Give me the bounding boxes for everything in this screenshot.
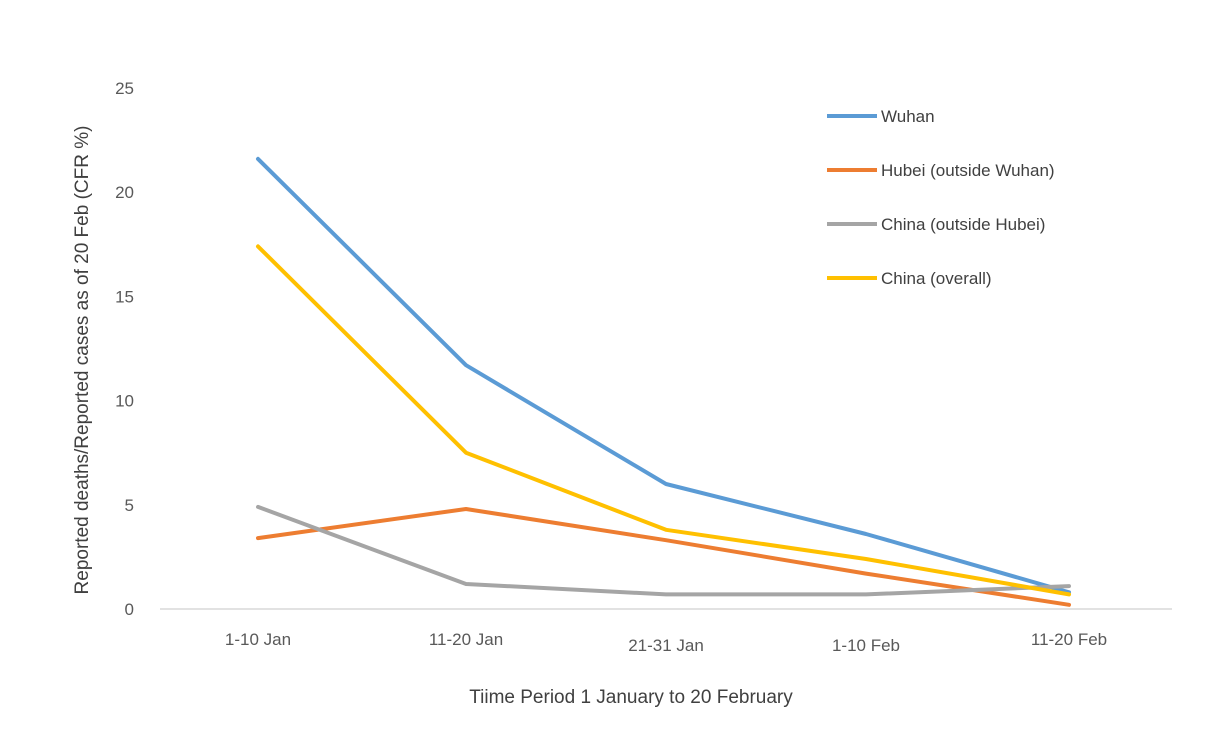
x-tick-label: 11-20 Feb [1031, 630, 1107, 649]
legend: Wuhan Hubei (outside Wuhan) China (outside… [827, 107, 1055, 288]
y-tick-label: 10 [115, 392, 134, 411]
y-tick-label: 0 [125, 600, 134, 619]
x-tick-label: 1-10 Jan [225, 630, 291, 649]
legend-label: Hubei (outside Wuhan) [881, 161, 1055, 180]
legend-label: China (outside Hubei) [881, 215, 1045, 234]
x-tick-label: 21-31 Jan [628, 636, 704, 655]
legend-label: China (overall) [881, 269, 992, 288]
series-line-1 [256, 156, 1071, 595]
series-line-2 [256, 507, 1071, 607]
y-tick-label: 5 [125, 496, 134, 515]
series-lines [256, 156, 1071, 607]
x-axis-ticks: 1-10 Jan 11-20 Jan 21-31 Jan 1-10 Feb 11-20 … [225, 630, 1107, 655]
x-tick-label: 1-10 Feb [832, 636, 900, 655]
y-axis-title: Reported deaths/Reported cases as of 20 … [72, 126, 93, 595]
series-line-4 [256, 244, 1071, 597]
legend-label: Wuhan [881, 107, 935, 126]
y-tick-label: 25 [115, 79, 134, 98]
y-tick-label: 20 [115, 183, 134, 202]
y-axis-ticks: 0 5 10 15 20 25 [115, 79, 134, 619]
series-line-3 [256, 504, 1071, 597]
x-axis-title: Tiime Period 1 January to 20 February [469, 687, 793, 708]
x-tick-label: 11-20 Jan [429, 630, 503, 649]
y-tick-label: 15 [115, 287, 134, 306]
